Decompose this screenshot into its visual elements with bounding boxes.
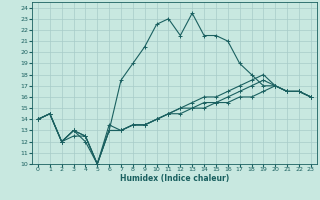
- X-axis label: Humidex (Indice chaleur): Humidex (Indice chaleur): [120, 174, 229, 183]
